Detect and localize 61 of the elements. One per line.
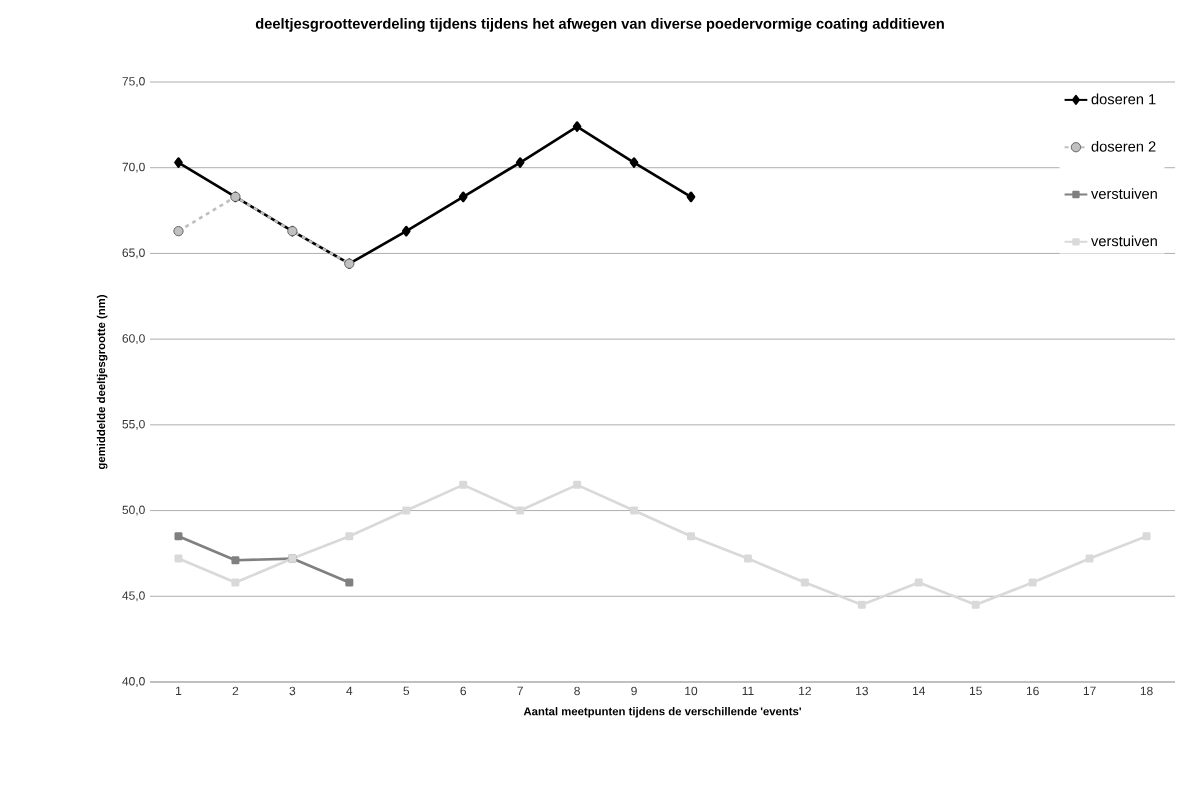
legend-label: verstuiven — [1091, 188, 1157, 199]
x-tick-label: 6 — [460, 686, 467, 696]
x-tick-label: 15 — [969, 686, 982, 696]
x-tick-label: 11 — [742, 686, 754, 695]
point — [458, 191, 468, 203]
y-tick-label: 50,0 — [122, 505, 145, 516]
x-tick-label: 5 — [403, 686, 410, 696]
legend-label: doseren 2 — [1091, 140, 1156, 152]
point — [231, 556, 240, 565]
point — [1085, 554, 1094, 563]
point — [174, 532, 183, 541]
point — [572, 121, 582, 132]
point — [1028, 578, 1037, 587]
point — [686, 191, 696, 203]
point — [345, 578, 354, 587]
legend-label: verstuiven — [1091, 235, 1157, 247]
y-tick-label: 40,0 — [122, 677, 145, 687]
point — [402, 506, 411, 515]
point — [914, 578, 923, 587]
x-tick-label: 3 — [289, 686, 296, 696]
point — [174, 157, 183, 168]
x-tick-label: 13 — [856, 686, 868, 696]
point — [1142, 532, 1151, 541]
x-tick-label: 9 — [631, 686, 637, 696]
x-tick-label: 18 — [1140, 686, 1153, 696]
point — [630, 506, 639, 515]
x-tick-label: 10 — [685, 686, 698, 696]
point — [516, 506, 525, 515]
point — [857, 600, 866, 609]
x-tick-label: 17 — [1083, 686, 1096, 695]
y-tick-label: 55,0 — [122, 419, 145, 430]
point — [459, 480, 468, 489]
x-tick-label: 14 — [913, 686, 926, 695]
point — [800, 578, 809, 587]
y-tick-label: 65,0 — [122, 248, 145, 259]
point — [573, 480, 582, 489]
x-tick-label: 4 — [346, 686, 353, 695]
x-tick-label: 16 — [1026, 686, 1039, 696]
point — [174, 554, 183, 563]
y-tick-label: 70,0 — [122, 162, 145, 173]
y-axis-title: gemiddelde deeltjesgrootte (nm) — [96, 295, 108, 470]
point — [971, 600, 980, 609]
x-axis-title: Aantal meetpunten tijdens de verschillende 'events' — [523, 707, 801, 718]
x-tick-label: 12 — [799, 686, 811, 696]
x-tick-label: 2 — [232, 686, 239, 696]
point — [345, 532, 354, 541]
legend-label: doseren 1 — [1091, 93, 1156, 105]
point — [743, 554, 752, 563]
chart-title: deeltjesgrootteverdeling tijdens tijdens het afwegen van diverse poedervormige coating additieven — [255, 18, 944, 32]
point — [401, 225, 411, 237]
point — [629, 157, 639, 168]
y-tick-label: 60,0 — [122, 334, 145, 345]
x-tick-label: 7 — [517, 686, 523, 695]
point — [231, 578, 240, 587]
y-tick-label: 45,0 — [122, 591, 145, 602]
point — [686, 532, 695, 541]
x-tick-label: 1 — [176, 686, 182, 695]
x-tick-label: 8 — [574, 686, 580, 696]
point — [173, 226, 184, 237]
point — [515, 157, 525, 168]
y-tick-label: 75,0 — [122, 77, 145, 87]
